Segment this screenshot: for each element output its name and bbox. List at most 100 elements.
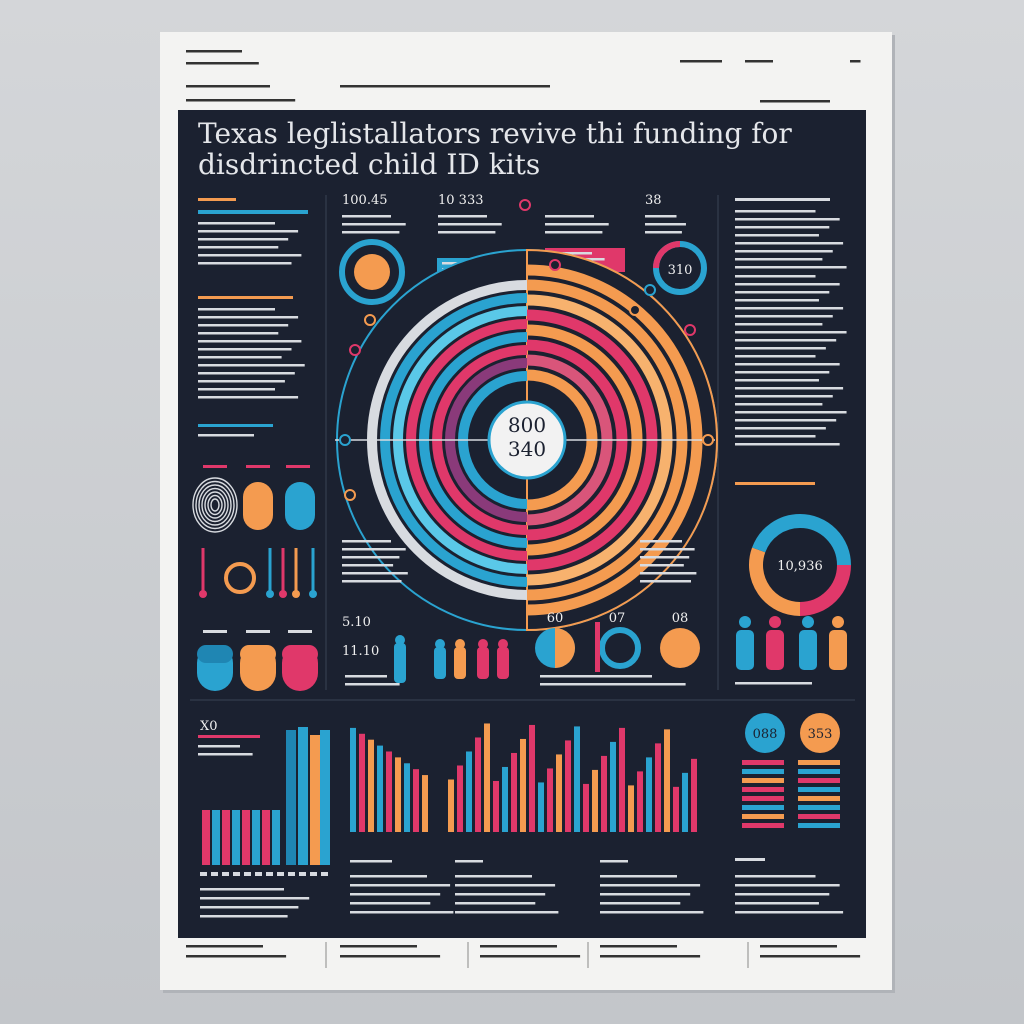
orb-core <box>354 254 390 290</box>
bar <box>547 768 553 832</box>
text-line <box>198 372 295 375</box>
text-line <box>480 955 581 958</box>
person-body <box>434 647 446 679</box>
heading <box>198 198 236 201</box>
person-body <box>497 647 509 679</box>
bar <box>272 810 280 865</box>
text-line <box>735 682 812 685</box>
node <box>364 314 376 326</box>
donut-seg <box>799 514 851 566</box>
text-line <box>438 223 502 226</box>
person-head <box>498 639 508 649</box>
bar <box>212 810 220 865</box>
text-line <box>735 371 830 374</box>
text-line <box>735 395 833 398</box>
text-line <box>340 85 550 88</box>
text-line <box>198 364 305 367</box>
bar <box>242 810 250 865</box>
text-line <box>455 911 559 914</box>
text-line <box>735 275 816 278</box>
person-head <box>455 639 465 649</box>
person-head <box>395 635 405 645</box>
text-line <box>735 427 826 430</box>
label-left: 5.10 <box>342 615 371 630</box>
text-line <box>850 60 861 63</box>
text-line <box>735 902 819 905</box>
text-line <box>200 897 310 900</box>
node <box>629 304 641 316</box>
pill-half <box>282 645 318 663</box>
stripe <box>798 769 840 774</box>
text-line <box>735 331 847 334</box>
text-line <box>198 745 240 748</box>
text-line <box>198 380 285 383</box>
text-line <box>735 323 823 326</box>
pill <box>243 482 273 530</box>
person-body <box>394 643 406 683</box>
text-line <box>735 242 844 245</box>
text-line <box>455 893 546 896</box>
text-line <box>198 246 279 249</box>
node <box>702 434 714 446</box>
text-line <box>735 307 844 310</box>
text-line <box>198 388 275 391</box>
text-line <box>342 556 400 559</box>
bar <box>529 724 535 832</box>
ring-seg <box>653 241 681 269</box>
bar <box>310 735 320 865</box>
text-line <box>545 223 609 226</box>
bar <box>610 741 616 832</box>
person-head <box>802 616 814 628</box>
text-line <box>735 387 844 390</box>
fingerprint <box>207 494 223 516</box>
person-head <box>769 616 781 628</box>
text-line <box>186 85 270 88</box>
text-line <box>645 223 686 226</box>
text-line <box>198 324 289 327</box>
text-line <box>600 884 701 887</box>
mini-label <box>203 630 227 633</box>
person-body <box>766 630 784 670</box>
text-line <box>186 945 263 948</box>
text-line <box>600 875 677 878</box>
text-line <box>735 355 816 358</box>
text-line <box>198 238 289 241</box>
center-top: 800 <box>508 413 546 437</box>
text-line <box>640 540 682 543</box>
chart-label: X0 <box>200 719 218 734</box>
text-line <box>735 435 816 438</box>
bar <box>682 772 688 832</box>
text-line <box>198 340 302 343</box>
fingerprint <box>195 480 235 530</box>
bar <box>457 765 463 832</box>
text-line <box>200 906 299 909</box>
badge-2: 353 <box>808 727 833 742</box>
text-line <box>735 363 840 366</box>
text-line <box>345 683 400 686</box>
text-line <box>760 100 830 103</box>
decorations <box>186 50 861 968</box>
text-line <box>640 580 691 583</box>
stripe <box>798 814 840 819</box>
person-head <box>739 616 751 628</box>
pill <box>285 482 315 530</box>
bar <box>628 785 634 832</box>
text-line <box>600 911 704 914</box>
text-line <box>455 884 556 887</box>
title-line-2: disdrincted child ID kits <box>198 148 540 181</box>
text-line <box>455 875 532 878</box>
stripe <box>742 760 784 765</box>
person-body <box>736 630 754 670</box>
stripe <box>798 823 840 828</box>
donut-seg <box>749 547 801 616</box>
text-line <box>342 548 406 551</box>
text-line <box>735 226 830 229</box>
badge <box>745 713 785 753</box>
person-body <box>454 647 466 679</box>
stripe <box>742 787 784 792</box>
bar <box>202 810 210 865</box>
stripe <box>742 823 784 828</box>
text-line <box>600 893 691 896</box>
rule <box>198 210 308 214</box>
text-line <box>735 347 826 350</box>
